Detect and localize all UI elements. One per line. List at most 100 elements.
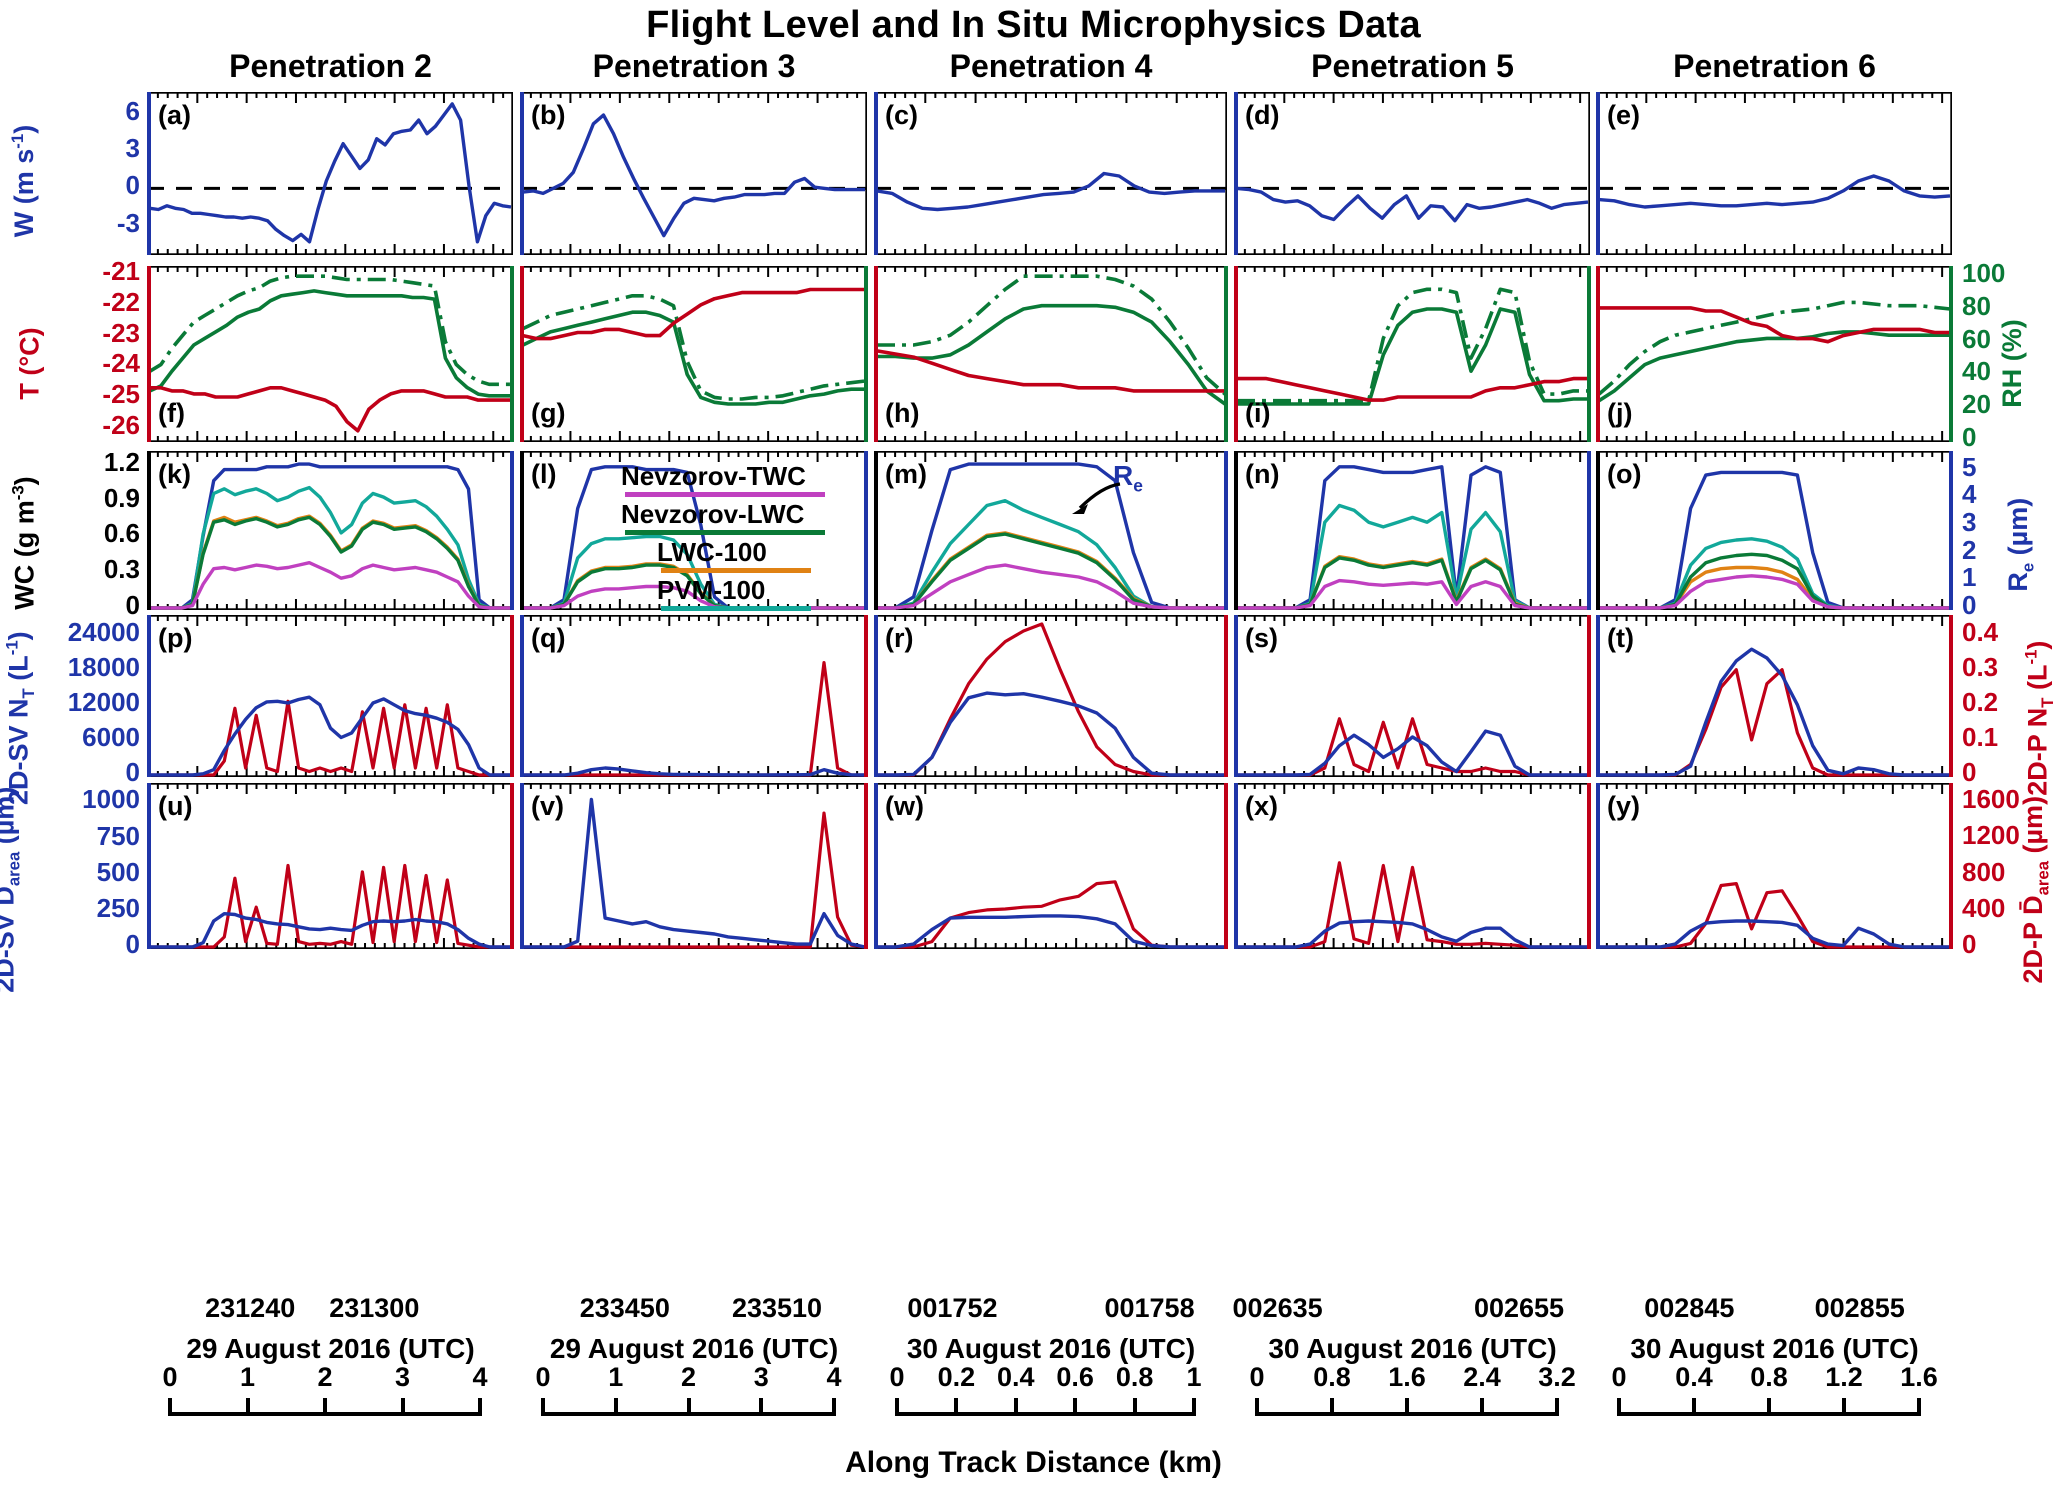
column-title-penetration-5: Penetration 5 — [1311, 48, 1514, 84]
scale-label: 0 — [1611, 1362, 1627, 1392]
x-axis-caption: 30 August 2016 (UTC) — [906, 1333, 1196, 1364]
plot-panel-x[interactable]: (x) — [1235, 783, 1590, 949]
plot-panel-u[interactable]: (u) — [148, 783, 513, 949]
panel-label: (k) — [158, 459, 191, 489]
plot-panel-k[interactable]: (k) — [148, 451, 513, 610]
axis-spine — [1234, 615, 1238, 777]
plot-panel-d[interactable]: (d) — [1235, 92, 1590, 255]
plot-panel-p[interactable]: (p) — [148, 615, 513, 777]
scale-tick — [686, 1398, 691, 1416]
plot-svg — [1235, 783, 1590, 949]
y-tick-label: 1200 — [1962, 820, 2020, 851]
y-tick-label: 40 — [1962, 356, 1991, 387]
plot-svg — [521, 783, 867, 949]
x-tick-label: 233510 — [731, 1293, 823, 1323]
plot-panel-t[interactable]: (t) — [1597, 615, 1952, 777]
plot-panel-r[interactable]: (r) — [875, 615, 1227, 777]
y-axis-title-wc: WC (g m-3) — [8, 476, 40, 610]
plot-svg — [1597, 266, 1952, 442]
plot-panel-g[interactable]: (g) — [521, 266, 867, 442]
panel-label: (b) — [531, 100, 566, 130]
plot-panel-n[interactable]: (n) — [1235, 451, 1590, 610]
axis-spine — [1949, 615, 1953, 777]
axis-spine — [1234, 92, 1238, 255]
scale-tick — [895, 1398, 899, 1416]
panel-label: (i) — [1245, 398, 1271, 428]
plot-panel-f[interactable]: (f) — [148, 266, 513, 442]
plot-panel-i[interactable]: (i) — [1235, 266, 1590, 442]
plot-svg — [521, 615, 867, 777]
y-tick-label: -3 — [116, 207, 140, 238]
legend-label-2: LWC-100 — [657, 537, 767, 567]
plot-svg — [875, 451, 1227, 610]
scale-tick — [1767, 1398, 1771, 1416]
y-tick-label: 60 — [1962, 323, 1991, 354]
axis-spine — [510, 615, 514, 777]
plot-panel-o[interactable]: (o) — [1597, 451, 1952, 610]
plot-panel-a[interactable]: (a) — [148, 92, 513, 255]
x-tick-label: 231300 — [329, 1293, 420, 1323]
axis-spine — [1224, 451, 1228, 610]
panel-label: (h) — [885, 398, 920, 428]
plot-svg — [148, 92, 513, 255]
y-tick-label: 4 — [1962, 479, 1977, 510]
scale-label: 0.8 — [1313, 1362, 1351, 1392]
scale-label: 0.8 — [1750, 1362, 1788, 1392]
plot-panel-e[interactable]: (e) — [1597, 92, 1952, 255]
y-tick-label: 18000 — [67, 651, 140, 682]
scale-label: 2 — [680, 1362, 697, 1392]
plot-panel-s[interactable]: (s) — [1235, 615, 1590, 777]
y-axis-title-2dp-nt: 2D-P NT (L-1) — [2021, 640, 2057, 796]
axis-spine — [1949, 451, 1953, 610]
scale-tick — [1192, 1398, 1196, 1416]
axis-spine — [1596, 451, 1600, 610]
panel-label: (v) — [531, 791, 564, 821]
scale-tick — [541, 1398, 545, 1416]
y-tick-label: 80 — [1962, 290, 1991, 321]
scale-label: 3 — [753, 1362, 769, 1392]
y-tick-label: -21 — [102, 256, 140, 287]
scale-tick — [613, 1398, 618, 1416]
y-tick-label: 3 — [1962, 506, 1977, 537]
y-axis-title-2dsv-darea: 2D-SV D̄area (µm) — [0, 786, 24, 993]
axis-spine — [1949, 783, 1953, 949]
y-tick-label: -25 — [102, 379, 140, 409]
scale-tick — [400, 1398, 405, 1416]
scale-label: 0.2 — [937, 1362, 976, 1392]
y-tick-label: 0.3 — [103, 554, 140, 585]
plot-svg — [875, 783, 1227, 949]
scale-label: 1 — [239, 1362, 256, 1392]
y-tick-label: 3 — [125, 133, 140, 164]
plot-panel-v[interactable]: (v) — [521, 783, 867, 949]
plot-panel-w[interactable]: (w) — [875, 783, 1227, 949]
x-tick-label: 002855 — [1814, 1293, 1905, 1323]
legend-label-0: Nevzorov-TWC — [621, 461, 806, 491]
x-tick-label: 231240 — [205, 1293, 296, 1323]
x-tick-label: 002845 — [1644, 1293, 1735, 1323]
scale-label: 1.2 — [1825, 1362, 1863, 1392]
axis-spine — [1587, 783, 1591, 949]
plot-panel-b[interactable]: (b) — [521, 92, 867, 255]
legend-swatch-1 — [625, 530, 825, 535]
panel-label: (p) — [158, 623, 193, 653]
x-axis-title: Along Track Distance (km) — [845, 1446, 1222, 1479]
panel-label: (w) — [885, 791, 924, 821]
plot-panel-m[interactable]: (m) — [875, 451, 1227, 610]
plot-panel-c[interactable]: (c) — [875, 92, 1227, 255]
y-tick-label: 800 — [1962, 856, 2006, 887]
page-title: Flight Level and In Situ Microphysics Da… — [646, 4, 1421, 46]
y-tick-label: 1.2 — [103, 446, 140, 477]
scale-label: 1.6 — [1900, 1362, 1938, 1392]
plot-panel-h[interactable]: (h) — [875, 266, 1227, 442]
y-tick-label: 1000 — [82, 784, 140, 815]
axis-spine — [864, 266, 868, 442]
plot-panel-q[interactable]: (q) — [521, 615, 867, 777]
scale-tick — [1617, 1398, 1621, 1416]
plot-svg — [148, 266, 513, 442]
plot-panel-j[interactable]: (j) — [1597, 266, 1952, 442]
plot-panel-y[interactable]: (y) — [1597, 783, 1952, 949]
panel-label: (d) — [1245, 100, 1280, 130]
panel-label: (r) — [885, 623, 914, 653]
column-title-penetration-4: Penetration 4 — [949, 48, 1153, 84]
axis-spine — [874, 783, 878, 949]
